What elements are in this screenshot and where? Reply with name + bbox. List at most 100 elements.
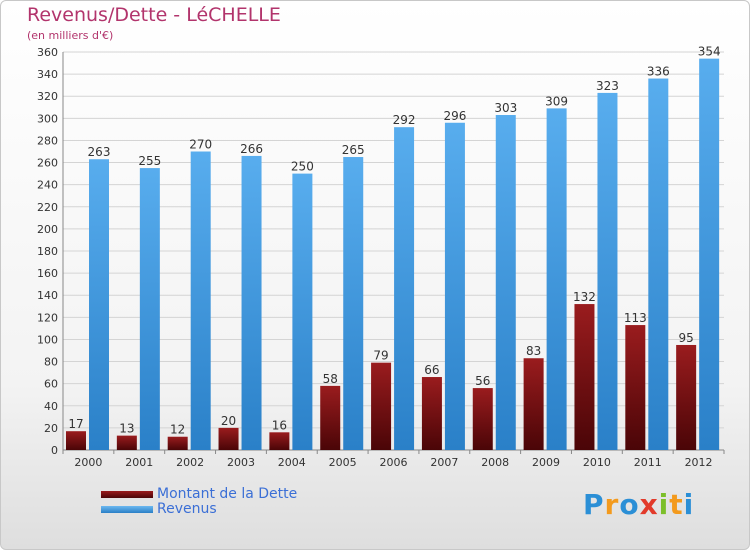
- data-label-revenus: 263: [88, 145, 111, 159]
- x-tick-label: 2010: [583, 456, 611, 469]
- logo-letter: i: [683, 488, 695, 521]
- bar-dette: [625, 325, 646, 450]
- bar-revenus: [546, 108, 567, 450]
- bar-revenus: [444, 122, 465, 450]
- bar-revenus: [495, 115, 516, 451]
- bar-dette: [472, 388, 493, 450]
- data-label-dette: 132: [573, 290, 596, 304]
- bar-dette: [269, 432, 290, 450]
- data-label-revenus: 255: [138, 154, 161, 168]
- data-label-revenus: 354: [698, 45, 721, 59]
- y-tick-label: 300: [37, 112, 58, 125]
- data-label-revenus: 303: [494, 101, 517, 115]
- data-label-dette: 83: [526, 344, 541, 358]
- y-tick-label: 60: [44, 378, 58, 391]
- legend-swatch-revenus: [101, 506, 153, 513]
- bar-revenus: [241, 155, 262, 450]
- bar-dette: [574, 304, 595, 450]
- bar-revenus: [648, 78, 669, 451]
- data-label-revenus: 336: [647, 65, 670, 79]
- bar-revenus: [394, 127, 415, 450]
- y-tick-label: 180: [37, 245, 58, 258]
- x-tick-label: 2011: [634, 456, 662, 469]
- data-label-dette: 12: [170, 423, 185, 437]
- y-tick-label: 220: [37, 201, 58, 214]
- legend-swatch-dette: [101, 491, 153, 498]
- bar-revenus: [343, 157, 364, 450]
- x-tick-label: 2009: [532, 456, 560, 469]
- logo-letter: r: [604, 488, 620, 521]
- y-tick-label: 360: [37, 46, 58, 59]
- data-label-dette: 20: [221, 414, 236, 428]
- data-label-revenus: 296: [443, 109, 466, 123]
- y-tick-label: 80: [44, 356, 58, 369]
- y-tick-label: 160: [37, 267, 58, 280]
- x-tick-label: 2001: [125, 456, 153, 469]
- bar-dette: [676, 344, 697, 450]
- logo-letter: i: [658, 488, 670, 521]
- data-label-revenus: 270: [189, 138, 212, 152]
- logo-letter: x: [639, 488, 659, 521]
- bar-revenus: [292, 173, 313, 450]
- data-label-dette: 95: [679, 331, 694, 345]
- y-tick-label: 120: [37, 311, 58, 324]
- x-tick-label: 2003: [227, 456, 255, 469]
- bar-revenus: [190, 151, 211, 450]
- x-tick-label: 2005: [329, 456, 357, 469]
- data-label-dette: 56: [475, 374, 490, 388]
- y-tick-label: 340: [37, 68, 58, 81]
- data-label-dette: 113: [624, 311, 647, 325]
- x-tick-label: 2008: [481, 456, 509, 469]
- legend-label-dette: Montant de la Dette: [157, 486, 298, 502]
- bar-dette: [66, 431, 86, 450]
- y-tick-label: 320: [37, 90, 58, 103]
- chart-subtitle: (en milliers d'€): [27, 29, 114, 42]
- data-label-dette: 13: [119, 422, 134, 436]
- logo-letter: P: [583, 488, 605, 521]
- y-tick-label: 140: [37, 289, 58, 302]
- data-label-revenus: 250: [291, 160, 314, 174]
- bar-dette: [371, 362, 392, 450]
- logo-letter: o: [619, 488, 640, 521]
- data-label-revenus: 292: [393, 113, 416, 127]
- bar-dette: [421, 377, 442, 450]
- y-tick-label: 200: [37, 223, 58, 236]
- proxiti-logo: Proxiti: [583, 488, 694, 521]
- bar-revenus: [89, 159, 109, 450]
- y-tick-label: 100: [37, 333, 58, 346]
- y-tick-label: 280: [37, 134, 58, 147]
- bar-dette: [218, 427, 239, 450]
- y-tick-label: 0: [51, 444, 58, 457]
- bar-dette: [320, 385, 341, 450]
- data-label-dette: 79: [373, 349, 388, 363]
- data-label-dette: 66: [424, 363, 439, 377]
- x-tick-label: 2007: [430, 456, 458, 469]
- x-tick-label: 2006: [380, 456, 408, 469]
- chart-title: Revenus/Dette - LéCHELLE: [27, 4, 281, 26]
- data-label-dette: 58: [323, 372, 338, 386]
- y-tick-label: 260: [37, 157, 58, 170]
- bar-dette: [167, 436, 188, 450]
- y-tick-label: 240: [37, 179, 58, 192]
- data-label-dette: 17: [68, 417, 83, 431]
- bar-revenus: [597, 92, 618, 451]
- x-tick-label: 2000: [74, 456, 102, 469]
- legend-label-revenus: Revenus: [157, 501, 217, 517]
- x-tick-label: 2002: [176, 456, 204, 469]
- bar-revenus: [699, 58, 720, 451]
- data-label-revenus: 323: [596, 79, 619, 93]
- x-tick-label: 2012: [685, 456, 713, 469]
- bar-dette: [523, 358, 544, 450]
- data-label-revenus: 265: [342, 143, 365, 157]
- y-tick-label: 40: [44, 400, 58, 413]
- data-label-dette: 16: [272, 418, 287, 432]
- data-label-revenus: 266: [240, 142, 263, 156]
- logo-letter: t: [669, 488, 684, 521]
- data-label-revenus: 309: [545, 94, 568, 108]
- y-tick-label: 20: [44, 422, 58, 435]
- bar-dette: [116, 435, 137, 450]
- bar-revenus: [139, 168, 160, 451]
- x-tick-label: 2004: [278, 456, 306, 469]
